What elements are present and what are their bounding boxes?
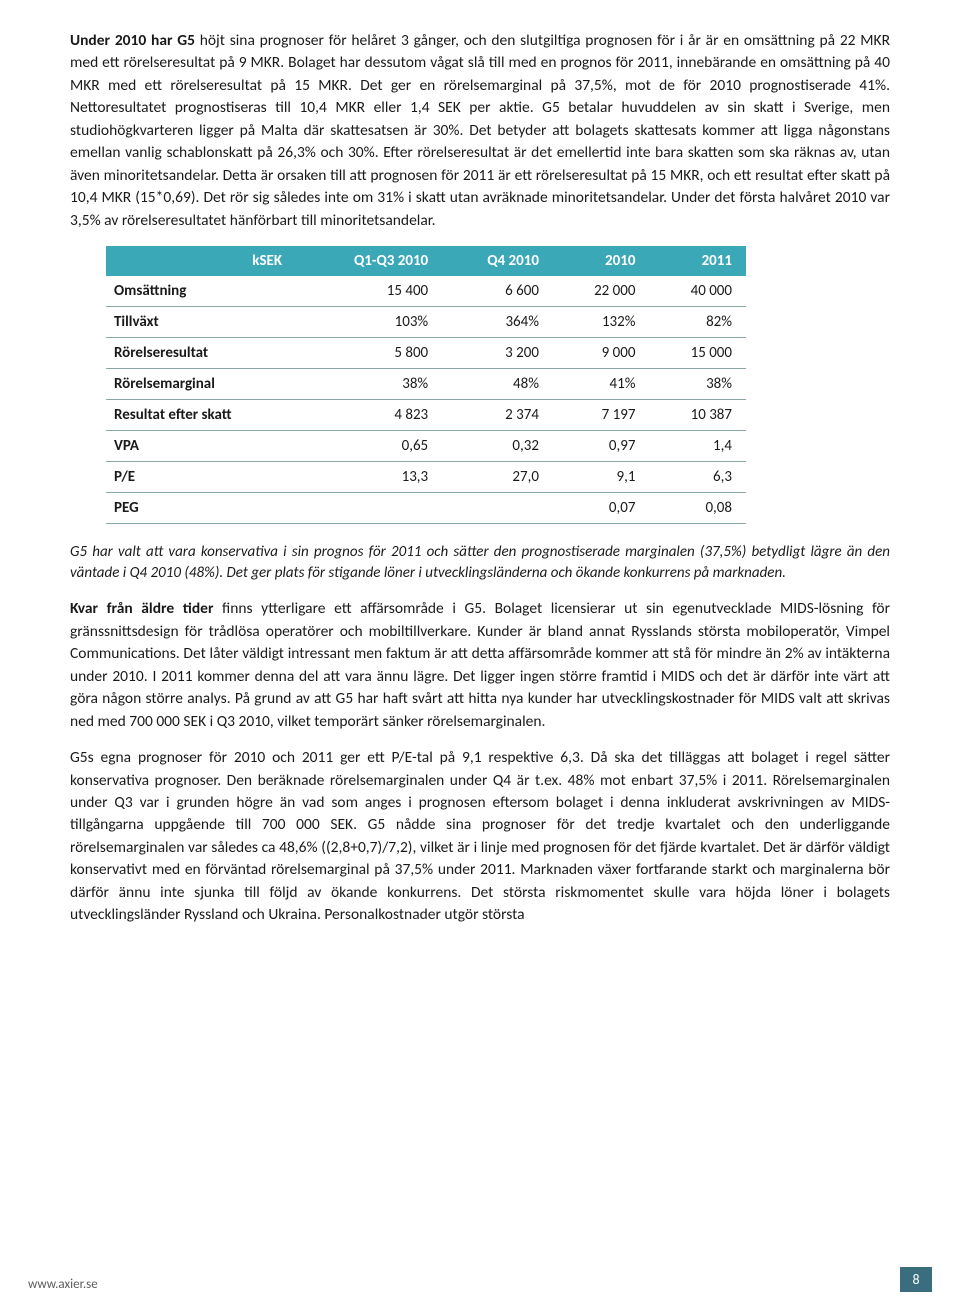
row-label: PEG	[106, 493, 300, 524]
row-label: P/E	[106, 462, 300, 493]
table-row: Rörelseresultat 5 800 3 200 9 000 15 000	[106, 338, 746, 369]
cell: 132%	[553, 307, 650, 338]
table-row: P/E 13,3 27,0 9,1 6,3	[106, 462, 746, 493]
para2-lead: Kvar från äldre tider	[70, 599, 213, 618]
row-label: VPA	[106, 431, 300, 462]
paragraph-3: G5s egna prognoser för 2010 och 2011 ger…	[70, 747, 890, 927]
row-label: Rörelsemarginal	[106, 369, 300, 400]
cell: 4 823	[300, 400, 442, 431]
col-header: Q4 2010	[442, 246, 553, 276]
cell: 0,32	[442, 431, 553, 462]
footer-url: www.axier.se	[28, 1277, 98, 1292]
cell: 3 200	[442, 338, 553, 369]
cell: 13,3	[300, 462, 442, 493]
cell	[300, 493, 442, 524]
cell: 2 374	[442, 400, 553, 431]
table-row: Omsättning 15 400 6 600 22 000 40 000	[106, 276, 746, 307]
cell: 41%	[553, 369, 650, 400]
col-header: 2011	[649, 246, 746, 276]
cell: 1,4	[649, 431, 746, 462]
cell: 6 600	[442, 276, 553, 307]
row-label: Rörelseresultat	[106, 338, 300, 369]
cell: 7 197	[553, 400, 650, 431]
cell: 103%	[300, 307, 442, 338]
table-row: PEG 0,07 0,08	[106, 493, 746, 524]
cell: 15 400	[300, 276, 442, 307]
row-label: Omsättning	[106, 276, 300, 307]
row-label: Tillväxt	[106, 307, 300, 338]
col-header: 2010	[553, 246, 650, 276]
cell: 9 000	[553, 338, 650, 369]
table-row: Resultat efter skatt 4 823 2 374 7 197 1…	[106, 400, 746, 431]
para1-lead: Under 2010 har G5	[70, 31, 195, 50]
para2-body: finns ytterligare ett affärsområde i G5.…	[70, 599, 890, 730]
italic-note: G5 har valt att vara konservativa i sin …	[70, 542, 890, 584]
cell: 364%	[442, 307, 553, 338]
cell: 0,97	[553, 431, 650, 462]
table-row: VPA 0,65 0,32 0,97 1,4	[106, 431, 746, 462]
cell: 82%	[649, 307, 746, 338]
cell: 27,0	[442, 462, 553, 493]
row-label: Resultat efter skatt	[106, 400, 300, 431]
para1-body: höjt sina prognoser för helåret 3 gånger…	[70, 31, 890, 230]
cell: 40 000	[649, 276, 746, 307]
cell	[442, 493, 553, 524]
cell: 6,3	[649, 462, 746, 493]
cell: 48%	[442, 369, 553, 400]
cell: 0,65	[300, 431, 442, 462]
footer-page-number: 8	[900, 1267, 932, 1292]
col-header: Q1-Q3 2010	[300, 246, 442, 276]
cell: 15 000	[649, 338, 746, 369]
cell: 38%	[300, 369, 442, 400]
cell: 0,08	[649, 493, 746, 524]
table-row: Tillväxt 103% 364% 132% 82%	[106, 307, 746, 338]
table-header-row: kSEK Q1-Q3 2010 Q4 2010 2010 2011	[106, 246, 746, 276]
page-footer: www.axier.se 8	[0, 1267, 960, 1292]
paragraph-2: Kvar från äldre tider finns ytterligare …	[70, 598, 890, 733]
cell: 0,07	[553, 493, 650, 524]
table-unit-header: kSEK	[106, 246, 300, 276]
cell: 5 800	[300, 338, 442, 369]
cell: 38%	[649, 369, 746, 400]
paragraph-1: Under 2010 har G5 höjt sina prognoser fö…	[70, 30, 890, 232]
cell: 9,1	[553, 462, 650, 493]
cell: 10 387	[649, 400, 746, 431]
table-row: Rörelsemarginal 38% 48% 41% 38%	[106, 369, 746, 400]
table-body: Omsättning 15 400 6 600 22 000 40 000 Ti…	[106, 276, 746, 524]
cell: 22 000	[553, 276, 650, 307]
financial-table: kSEK Q1-Q3 2010 Q4 2010 2010 2011 Omsätt…	[106, 246, 746, 524]
